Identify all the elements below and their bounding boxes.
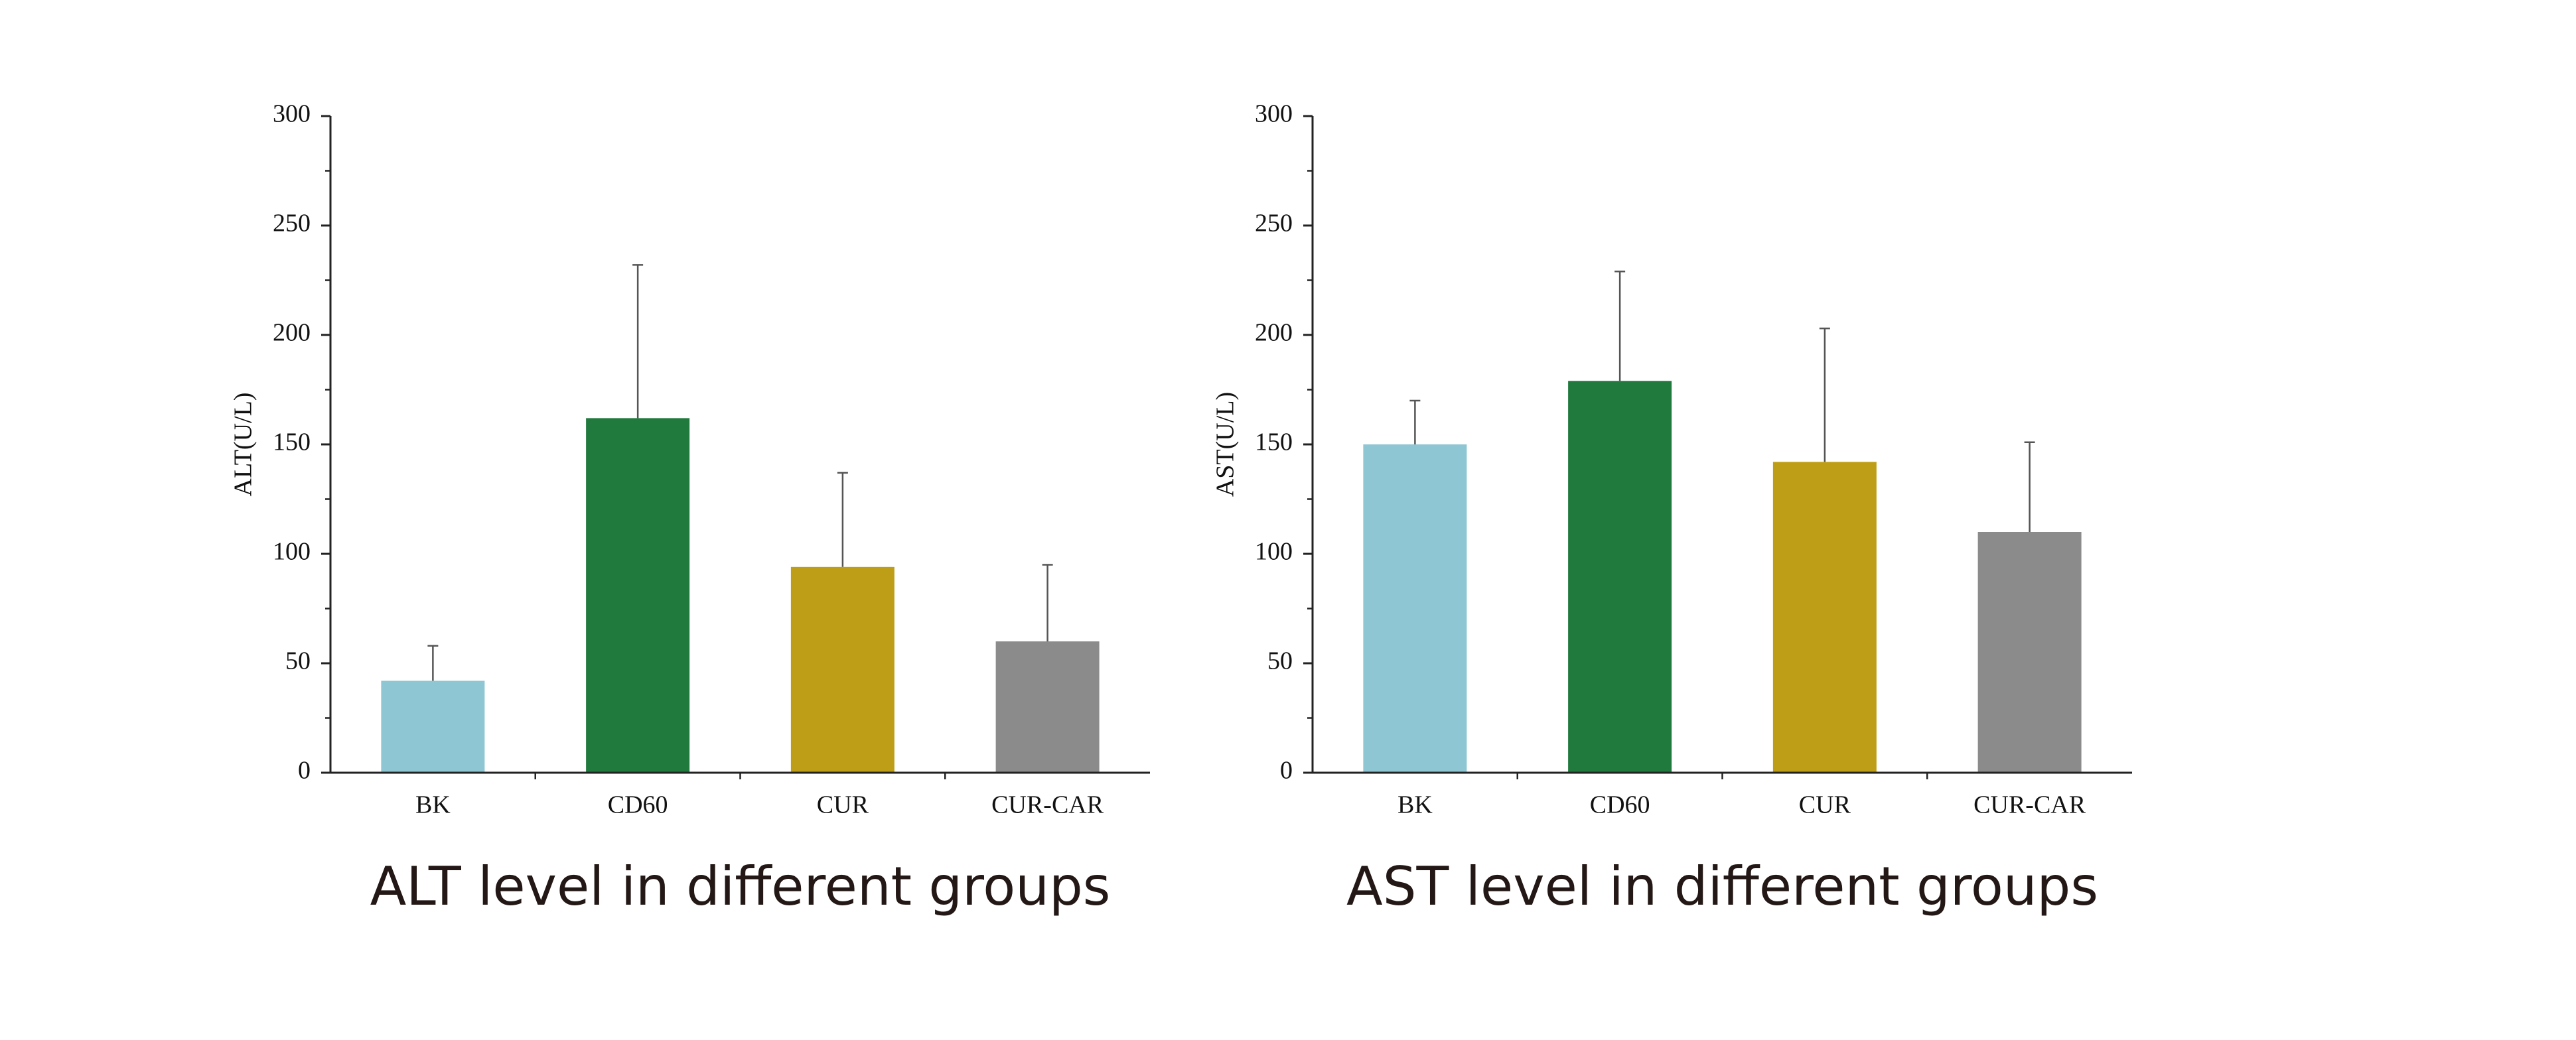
y-tick-label: 250 (1255, 210, 1293, 237)
y-tick-label: 200 (1255, 319, 1293, 347)
bar (1363, 444, 1467, 773)
bar (381, 681, 485, 773)
y-tick-label: 100 (273, 538, 311, 566)
x-tick-label: CUR (1799, 791, 1851, 819)
bar (1977, 532, 2082, 773)
y-tick-label: 100 (1255, 538, 1293, 566)
y-axis-label: AST(U/L) (1212, 392, 1240, 497)
x-tick-label: CUR-CAR (991, 791, 1104, 819)
y-tick-label: 0 (1280, 757, 1293, 785)
x-tick-label: BK (1397, 791, 1433, 819)
y-tick-label: 300 (1255, 100, 1293, 128)
y-tick-label: 150 (1255, 428, 1293, 456)
x-tick-label: CD60 (1590, 791, 1650, 819)
x-tick-label: CUR-CAR (1973, 791, 2086, 819)
y-axis-label: ALT(U/L) (230, 393, 257, 497)
bar (586, 418, 690, 773)
bar (1772, 462, 1877, 773)
bar (995, 641, 1100, 773)
y-tick-label: 200 (273, 319, 311, 347)
y-tick-label: 150 (273, 428, 311, 456)
x-tick-label: CUR (817, 791, 869, 819)
x-tick-label: CD60 (608, 791, 668, 819)
y-tick-label: 0 (298, 757, 311, 785)
y-tick-label: 250 (273, 210, 311, 237)
bar (790, 566, 894, 773)
y-tick-label: 50 (285, 647, 311, 675)
x-tick-label: BK (415, 791, 451, 819)
y-tick-label: 50 (1267, 647, 1293, 675)
y-tick-label: 300 (273, 100, 311, 128)
bar (1568, 381, 1672, 773)
chart-title: AST level in different groups (1346, 856, 2098, 917)
chart-title: ALT level in different groups (370, 856, 1111, 917)
